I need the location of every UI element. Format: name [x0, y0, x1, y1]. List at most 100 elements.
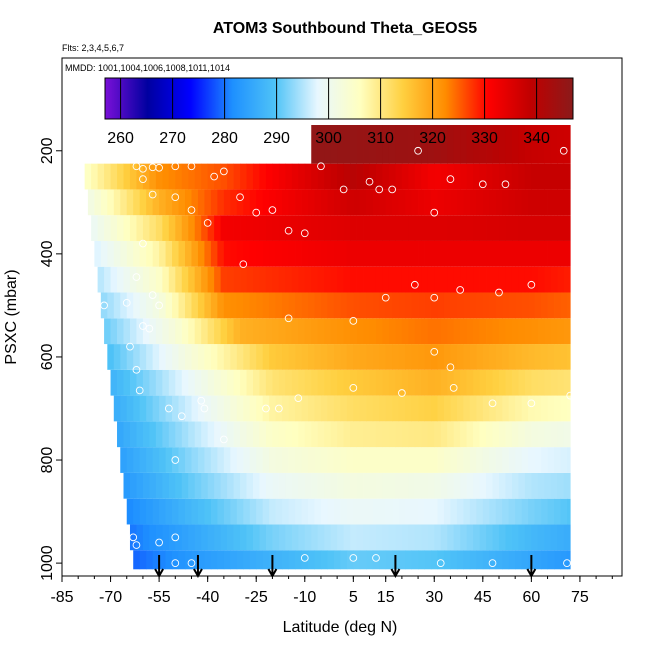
heat-cell: [443, 189, 451, 216]
heat-cell: [194, 421, 202, 448]
heat-cell: [317, 472, 325, 499]
heat-cell: [139, 550, 147, 570]
heat-cell: [165, 498, 173, 525]
heat-cell: [317, 318, 325, 345]
heat-cell: [434, 421, 442, 448]
heat-cell: [537, 163, 545, 190]
heat-cell: [418, 550, 425, 570]
heat-cell: [498, 369, 506, 396]
observation-point: [339, 185, 348, 194]
heat-cell: [350, 318, 357, 345]
heat-cell: [518, 472, 526, 499]
heat-cell: [521, 447, 529, 473]
heat-cell: [392, 189, 400, 216]
heat-cell: [411, 292, 419, 319]
heat-cell: [414, 215, 422, 241]
heat-cell: [434, 266, 442, 293]
heat-cell: [563, 163, 571, 190]
heat-cell: [372, 344, 380, 370]
heat-cell: [333, 189, 341, 216]
observation-point: [262, 404, 270, 413]
heat-cell: [129, 369, 137, 396]
heat-cell: [466, 125, 474, 164]
heat-cell: [330, 318, 338, 345]
heat-cell: [304, 369, 312, 396]
heat-cell: [168, 318, 176, 345]
observation-point: [563, 559, 571, 567]
heat-cell: [544, 421, 552, 448]
heat-cell: [340, 292, 348, 319]
heat-cell: [269, 292, 277, 319]
heat-cell: [353, 447, 361, 473]
heat-cell: [126, 395, 134, 422]
heat-cell: [278, 524, 286, 551]
heat-cell: [233, 318, 241, 345]
heat-cell: [541, 189, 548, 216]
heat-cell: [262, 395, 270, 422]
heat-cell: [333, 550, 341, 570]
heat-cell: [469, 498, 477, 525]
observation-point: [171, 193, 180, 202]
heat-cell: [469, 550, 477, 570]
heat-cell: [265, 215, 273, 241]
colorbar-tick-label: 320: [419, 130, 446, 147]
heat-cell: [236, 498, 244, 525]
heat-cell: [547, 550, 555, 570]
heat-cell: [330, 369, 338, 396]
heat-cell: [524, 369, 532, 396]
heat-cell: [489, 498, 497, 525]
heat-cell: [375, 421, 383, 448]
heat-cell: [447, 318, 455, 345]
colorbar-ticks: 260 270 280 290 300 310 320 330 340: [107, 78, 550, 147]
heat-cell: [450, 550, 458, 570]
observation-point: [449, 384, 458, 392]
heat-cell: [473, 215, 480, 241]
heat-cell: [443, 447, 451, 473]
heat-cell: [162, 472, 170, 499]
heat-cell: [398, 292, 406, 319]
heat-cell: [311, 472, 319, 499]
heat-cell: [489, 395, 497, 422]
heat-cell: [172, 240, 179, 267]
heat-cell: [356, 369, 364, 396]
observation-point: [203, 219, 212, 227]
heat-cell: [560, 498, 568, 525]
heat-cell: [175, 369, 183, 396]
observation-point: [527, 399, 536, 408]
heat-cell: [408, 125, 416, 164]
heat-cell: [172, 292, 179, 319]
heat-cell: [408, 163, 416, 190]
heat-cell: [217, 344, 225, 370]
heat-cell: [502, 240, 510, 267]
heat-cell: [136, 318, 144, 345]
heat-cell: [427, 163, 435, 190]
heat-cell: [181, 215, 189, 241]
heat-cell: [233, 524, 241, 551]
heat-cell: [421, 125, 429, 164]
heat-cell: [346, 447, 354, 473]
heat-cell: [311, 163, 319, 190]
heat-cell: [528, 292, 536, 319]
heat-cell: [437, 344, 445, 370]
heat-cell: [181, 266, 189, 293]
heat-cell: [214, 472, 222, 499]
heat-cell: [447, 125, 455, 164]
heat-cell: [256, 292, 264, 319]
heat-cell: [408, 215, 416, 241]
heat-cell: [301, 292, 309, 319]
heat-cell: [269, 189, 277, 216]
heat-cell: [434, 524, 442, 551]
heat-cell: [537, 472, 545, 499]
heat-cell: [440, 125, 448, 164]
heat-cell: [272, 369, 280, 396]
heat-cell: [265, 369, 273, 396]
heat-cell: [450, 189, 458, 216]
heat-cell: [97, 266, 105, 293]
observation-point: [145, 324, 154, 333]
heat-cell: [505, 524, 513, 551]
observation-point: [349, 317, 358, 325]
heat-cell: [194, 266, 202, 293]
heat-cell: [379, 292, 387, 319]
heat-cell: [337, 524, 345, 551]
heat-cell: [560, 550, 568, 570]
